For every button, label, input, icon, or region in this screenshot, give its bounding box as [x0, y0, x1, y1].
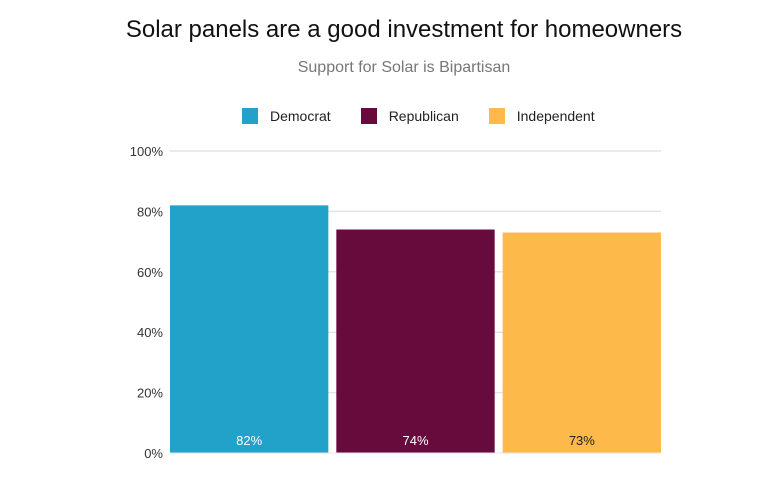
- data-label: 74%: [402, 433, 428, 448]
- bar-democrat: [170, 205, 329, 453]
- bar-republican: [336, 229, 495, 453]
- y-tick-label: 20%: [137, 386, 163, 401]
- legend-label: Independent: [516, 108, 595, 124]
- legend-label: Democrat: [270, 108, 331, 124]
- bar-independent: [502, 232, 661, 453]
- y-tick-label: 60%: [137, 265, 163, 280]
- y-tick-label: 0%: [144, 446, 163, 461]
- legend-label: Republican: [388, 108, 459, 124]
- legend: Democrat Republican Independent: [242, 108, 625, 124]
- y-tick-label: 80%: [137, 204, 163, 219]
- data-label: 73%: [569, 433, 595, 448]
- legend-swatch: [242, 108, 258, 124]
- y-tick-label: 100%: [130, 144, 164, 159]
- y-tick-label: 40%: [137, 325, 163, 340]
- legend-item-independent: Independent: [488, 108, 595, 124]
- legend-item-democrat: Democrat: [242, 108, 331, 124]
- data-label: 82%: [236, 433, 262, 448]
- legend-swatch: [360, 108, 377, 124]
- legend-swatch: [488, 108, 505, 124]
- chart-title: Solar panels are a good investment for h…: [125, 16, 683, 43]
- chart-subtitle: Support for Solar is Bipartisan: [297, 59, 511, 76]
- legend-item-republican: Republican: [360, 108, 459, 124]
